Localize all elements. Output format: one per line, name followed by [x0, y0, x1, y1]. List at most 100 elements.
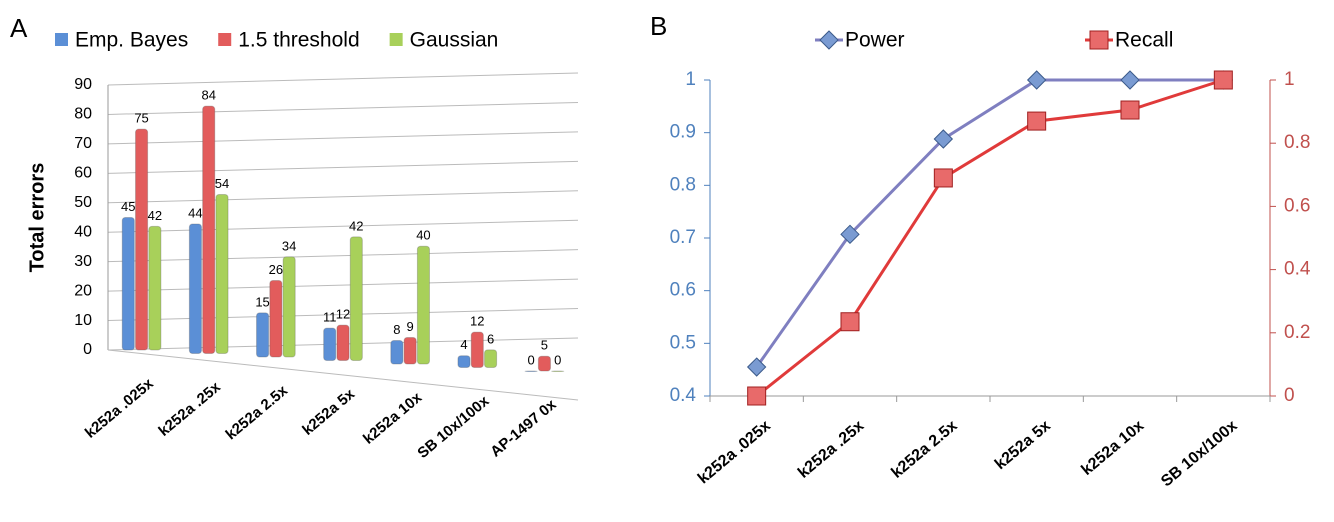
legend-label: Power [845, 29, 905, 52]
marker [1027, 111, 1047, 131]
y-tick-label: 0.7 [670, 227, 696, 248]
bar [551, 370, 565, 372]
y2-tick-label: 1 [1284, 69, 1295, 90]
data-label: 8 [393, 322, 400, 337]
data-label: 75 [134, 111, 148, 126]
bar [256, 312, 270, 358]
x-tick-label: k252a 5x [299, 385, 358, 439]
x-tick-label: k252a .25x [795, 417, 867, 482]
y-tick-label: 0.4 [670, 385, 697, 406]
panel-label: A [10, 13, 28, 43]
bar [148, 225, 162, 351]
data-label: 34 [282, 238, 296, 253]
bar [269, 279, 283, 358]
y-axis-title: Total errors [26, 163, 48, 273]
y2-tick-label: 0.8 [1284, 132, 1310, 153]
y-tick-label: 70 [74, 135, 92, 152]
data-label: 6 [487, 331, 494, 346]
marker [840, 312, 860, 332]
bar [188, 223, 202, 354]
grid-line [107, 160, 579, 174]
x-tick-label: k252a 10x [1078, 417, 1147, 479]
y-tick-label: 0.6 [670, 280, 696, 301]
grid-line [107, 249, 579, 263]
y-tick-label: 60 [74, 165, 92, 182]
y-tick-label: 30 [74, 253, 92, 270]
bar [215, 194, 229, 354]
marker [933, 129, 954, 149]
series-line [755, 78, 1224, 398]
x-tick-label: AP-1497 0x [487, 396, 560, 461]
bar [390, 339, 404, 365]
grid-line [107, 219, 579, 233]
bar [282, 256, 296, 358]
x-tick-label: k252a .025x [695, 417, 774, 487]
data-label: 5 [541, 338, 548, 353]
data-label: 26 [269, 262, 283, 277]
y-tick-label: 20 [74, 282, 92, 299]
x-tick-label: k252a .025x [82, 375, 157, 442]
grid-line [107, 72, 579, 86]
bar [524, 370, 538, 372]
grid-line [107, 308, 579, 322]
y-tick-label: 90 [74, 76, 92, 93]
legend-swatch [389, 33, 403, 46]
y-tick-label: 80 [74, 106, 92, 123]
legend-label: Recall [1115, 29, 1173, 52]
y-tick-label: 1 [685, 69, 696, 90]
x-tick-label: k252a .25x [155, 378, 224, 440]
legend-label: 1.5 threshold [238, 29, 359, 52]
y2-tick-label: 0.2 [1284, 322, 1310, 343]
x-tick-label: SB 10x/100x [1158, 417, 1241, 490]
data-label: 9 [407, 319, 414, 334]
data-label: 15 [255, 294, 269, 309]
data-label: 4 [460, 337, 467, 352]
legend-swatch [55, 33, 68, 46]
y-tick-label: 40 [74, 223, 92, 240]
marker [840, 224, 860, 245]
x-axis [107, 349, 579, 401]
grid-line [107, 278, 579, 292]
data-label: 42 [148, 208, 162, 223]
y-tick-label: 0.5 [670, 332, 696, 353]
data-label: 11 [323, 310, 337, 325]
legend-label: Gaussian [410, 29, 499, 52]
y2-tick-label: 0.6 [1284, 195, 1310, 216]
data-label: 45 [121, 199, 135, 214]
marker [746, 357, 767, 377]
bar [416, 245, 430, 365]
marker [1120, 100, 1140, 120]
legend-swatch [218, 33, 232, 46]
panel-label: B [650, 11, 667, 41]
marker [1213, 70, 1233, 90]
grid-line [107, 131, 579, 145]
bar [121, 217, 135, 351]
data-label: 44 [188, 205, 202, 220]
bar [470, 331, 484, 368]
marker [1120, 70, 1140, 90]
x-tick-label: k252a 2.5x [888, 417, 960, 482]
legend-marker [819, 30, 839, 50]
data-label: 12 [470, 314, 484, 329]
grid-line [107, 190, 579, 204]
y2-tick-label: 0.4 [1284, 259, 1311, 280]
y-tick-label: 0.8 [670, 174, 696, 195]
bar [336, 324, 350, 361]
data-label: 0 [528, 352, 535, 367]
bar [349, 236, 363, 361]
bar [135, 128, 149, 351]
marker [933, 168, 953, 188]
x-tick-label: k252a 5x [992, 417, 1054, 473]
y2-tick-label: 0 [1284, 385, 1295, 406]
x-tick-label: k252a 10x [360, 389, 426, 448]
bar [537, 355, 551, 372]
x-tick-label: k252a 2.5x [223, 382, 292, 444]
bar [457, 355, 471, 369]
x-tick-label: SB 10x/100x [414, 392, 493, 462]
data-label: 84 [201, 88, 215, 103]
series-line [755, 78, 1224, 368]
marker [747, 386, 767, 406]
data-label: 12 [336, 307, 350, 322]
